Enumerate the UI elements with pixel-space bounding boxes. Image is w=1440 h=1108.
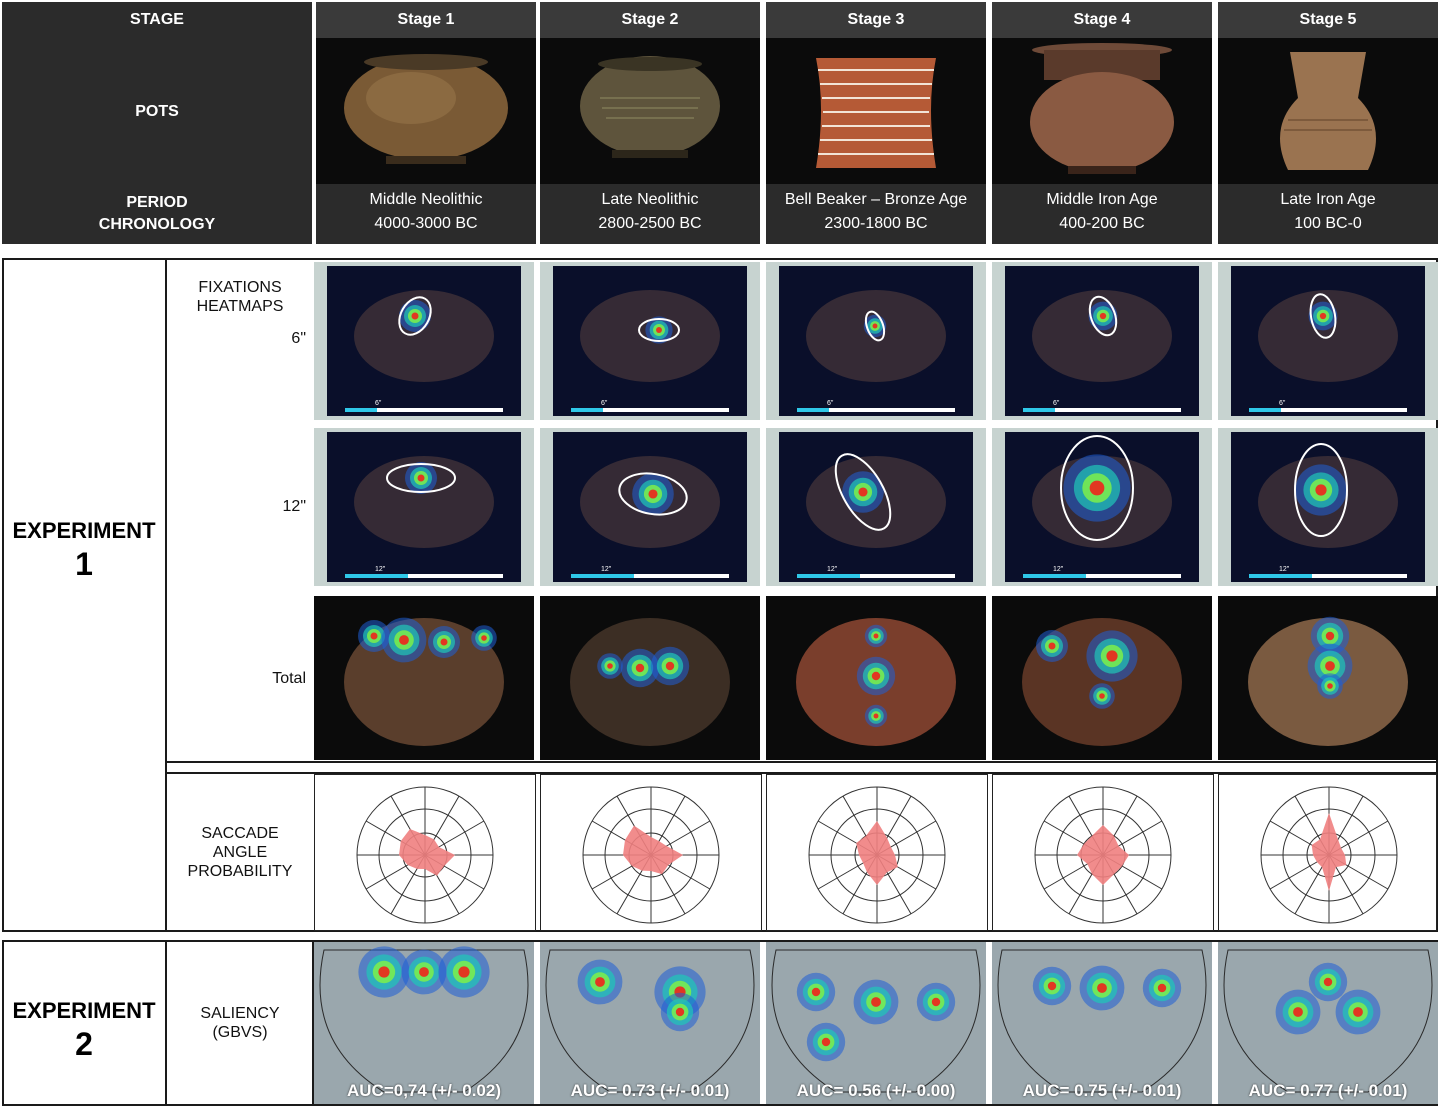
experiment-2-divider xyxy=(165,940,167,1106)
aoi-ellipse xyxy=(1060,435,1134,541)
saccade-angle-label: SACCADE ANGLE PROBABILITY xyxy=(187,825,293,880)
period-heading: PERIOD xyxy=(126,194,188,211)
saccade-rose-plot xyxy=(314,774,536,931)
aoi-ellipse xyxy=(618,472,688,516)
stage-title: Stage 3 xyxy=(766,2,986,38)
fixation-heatmap-12s: 12" xyxy=(766,428,986,586)
fixation-heatmap-6s: 6" xyxy=(992,262,1212,420)
progress-label: 6" xyxy=(375,400,382,407)
fixation-heatmap-12s: 12" xyxy=(1218,428,1438,586)
row-label-6s: 6" xyxy=(291,330,306,347)
progress-label: 6" xyxy=(1053,400,1060,407)
progress-label: 12" xyxy=(827,566,838,573)
saliency-label: SALIENCY (GBVS) xyxy=(200,1005,280,1041)
aoi-ellipse xyxy=(1294,443,1348,537)
saliency-map: AUC= 0.73 (+/- 0.01) xyxy=(540,942,760,1104)
saccade-rose-plot xyxy=(992,774,1214,931)
auc-score: AUC= 0.75 (+/- 0.01) xyxy=(1022,1081,1182,1100)
saliency-map: AUC= 0.75 (+/- 0.01) xyxy=(992,942,1212,1104)
period-text: Middle Iron Age 400-200 BC xyxy=(1046,191,1158,232)
aoi-ellipse xyxy=(864,310,886,342)
fixation-heatmap-12s: 12" xyxy=(314,428,534,586)
progress-label: 12" xyxy=(1279,566,1290,573)
progress-bar xyxy=(345,408,503,412)
period-text: Bell Beaker – Bronze Age 2300-1800 BC xyxy=(784,191,968,232)
aoi-ellipse xyxy=(386,463,456,493)
stage-column-5: Stage 5 Late Iron Age 100 BC-0 xyxy=(1218,2,1438,244)
pot-photo xyxy=(1218,38,1438,184)
progress-bar xyxy=(345,574,503,578)
progress-label: 6" xyxy=(827,400,834,407)
stage-title: Stage 1 xyxy=(316,2,536,38)
progress-label: 12" xyxy=(375,566,386,573)
saccade-rose-plot xyxy=(540,774,762,931)
experiment-2-divider-2 xyxy=(312,940,314,1106)
saccade-frame xyxy=(165,772,1438,932)
progress-label: 6" xyxy=(1279,400,1286,407)
progress-bar xyxy=(571,574,729,578)
fixations-heatmaps-label: FIXATIONS HEATMAPS xyxy=(196,279,284,315)
stage-title: Stage 2 xyxy=(540,2,760,38)
stage-column-2: Stage 2 Late Neolithic 2800-2500 BC xyxy=(540,2,760,244)
pot-photo xyxy=(766,38,986,184)
row-label-12s: 12" xyxy=(282,498,306,515)
pot-photo xyxy=(992,38,1212,184)
pot-photo xyxy=(540,38,760,184)
aoi-ellipse xyxy=(638,318,680,342)
progress-bar xyxy=(1249,408,1407,412)
auc-score: AUC=0,74 (+/- 0.02) xyxy=(346,1081,501,1100)
fixation-heatmap-6s: 6" xyxy=(1218,262,1438,420)
saccade-rose-plot xyxy=(766,774,988,931)
period-text: Middle Neolithic 4000-3000 BC xyxy=(369,191,483,232)
total-fixation-heatmap xyxy=(1218,596,1438,760)
stage-header-label-column: STAGE POTS PERIOD CHRONOLOGY xyxy=(2,2,312,244)
aoi-ellipse xyxy=(1088,295,1118,337)
stage-column-4: Stage 4 Middle Iron Age 400-200 BC xyxy=(992,2,1212,244)
experiment-2-label: EXPERIMENT 2 xyxy=(12,998,156,1062)
progress-bar xyxy=(797,574,955,578)
fixation-heatmap-6s: 6" xyxy=(540,262,760,420)
progress-label: 12" xyxy=(1053,566,1064,573)
total-fixation-heatmap xyxy=(992,596,1212,760)
stage-title: Stage 5 xyxy=(1218,2,1438,38)
period-text: Late Iron Age 100 BC-0 xyxy=(1280,191,1376,232)
progress-label: 6" xyxy=(601,400,608,407)
progress-bar xyxy=(1023,408,1181,412)
stage-heading: STAGE xyxy=(130,11,184,28)
total-fixation-heatmap xyxy=(766,596,986,760)
fixation-heatmap-6s: 6" xyxy=(766,262,986,420)
fixation-heatmap-12s: 12" xyxy=(540,428,760,586)
pots-heading: POTS xyxy=(135,103,179,120)
stage-title: Stage 4 xyxy=(992,2,1212,38)
saliency-map: AUC= 0.77 (+/- 0.01) xyxy=(1218,942,1438,1104)
saccade-rose-plot xyxy=(1218,774,1437,931)
auc-score: AUC= 0.77 (+/- 0.01) xyxy=(1248,1081,1408,1100)
chronology-heading: CHRONOLOGY xyxy=(98,216,216,233)
experiment-1-label: EXPERIMENT 1 xyxy=(12,518,156,582)
auc-score: AUC= 0.73 (+/- 0.01) xyxy=(570,1081,730,1100)
auc-score: AUC= 0.56 (+/- 0.00) xyxy=(796,1081,956,1100)
progress-label: 12" xyxy=(601,566,612,573)
pot-photo xyxy=(316,38,536,184)
saliency-map: AUC= 0.56 (+/- 0.00) xyxy=(766,942,986,1104)
row-label-total: Total xyxy=(272,670,306,687)
total-fixation-heatmap xyxy=(314,596,534,760)
aoi-ellipse xyxy=(1309,293,1337,339)
stage-column-1: Stage 1 Middle Neolithic 4000-3000 BC xyxy=(316,2,536,244)
aoi-ellipse xyxy=(398,296,432,336)
progress-bar xyxy=(571,408,729,412)
stage-column-3: Stage 3 Bell Beaker – Bronze Age 2300-18… xyxy=(766,2,986,244)
total-fixation-heatmap xyxy=(540,596,760,760)
period-text: Late Neolithic 2800-2500 BC xyxy=(598,191,702,232)
saliency-map: AUC=0,74 (+/- 0.02) xyxy=(314,942,534,1104)
progress-bar xyxy=(797,408,955,412)
progress-bar xyxy=(1023,574,1181,578)
fixation-heatmap-6s: 6" xyxy=(314,262,534,420)
aoi-ellipse xyxy=(834,453,892,531)
progress-bar xyxy=(1249,574,1407,578)
fixation-heatmap-12s: 12" xyxy=(992,428,1212,586)
